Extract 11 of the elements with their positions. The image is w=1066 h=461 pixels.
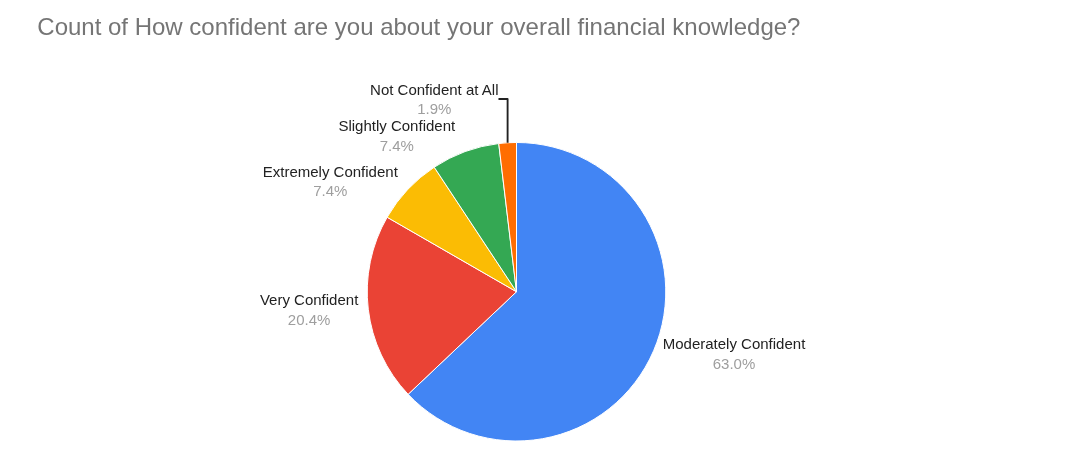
slice-label: Moderately Confident — [662, 335, 807, 353]
slice-label: Extremely Confident — [262, 162, 399, 180]
data-label: 20.4% — [287, 310, 331, 328]
slice-label: Very Confident — [259, 291, 360, 309]
data-label: 7.4% — [313, 182, 348, 200]
slice-label: Slightly Confident — [338, 117, 456, 135]
data-label: 63.0% — [712, 354, 756, 372]
chart-title: Count of How confident are you about your overall financial knowledge? — [37, 13, 801, 41]
data-label: 7.4% — [379, 136, 414, 154]
data-label: 1.9% — [417, 100, 452, 118]
slice-label: Not Confident at All — [370, 80, 499, 98]
